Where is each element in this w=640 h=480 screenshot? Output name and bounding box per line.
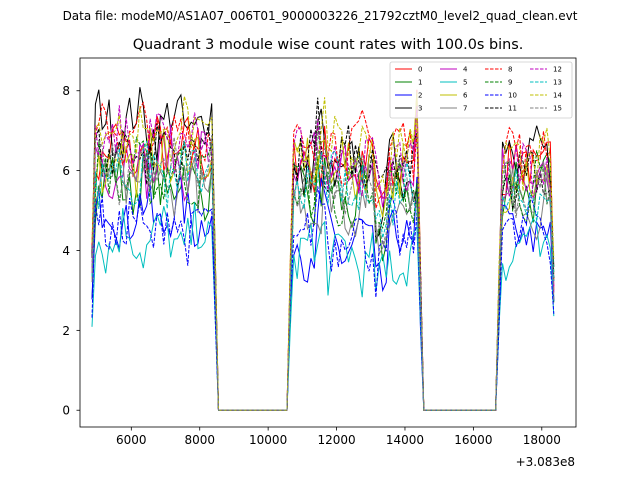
series-line-5 <box>91 201 555 411</box>
y-tick-label: 8 <box>62 84 70 98</box>
x-tick-label: 18000 <box>523 433 561 447</box>
series-lines <box>91 87 555 411</box>
legend-label-8: 8 <box>508 66 512 74</box>
legend-label-4: 4 <box>463 66 468 74</box>
series-line-2 <box>91 176 555 411</box>
legend-label-2: 2 <box>418 92 422 100</box>
x-tick-label: 12000 <box>317 433 355 447</box>
plot-area: 6000 8000 10000 12000 14000 16000 18000 0 2 4 6 8 0 1… <box>62 57 577 447</box>
legend-label-1: 1 <box>418 79 422 87</box>
legend-label-7: 7 <box>463 105 467 113</box>
series-line-4 <box>91 98 555 411</box>
series-line-10 <box>91 186 555 411</box>
y-tick-label: 6 <box>62 164 70 178</box>
x-tick-label: 14000 <box>386 433 424 447</box>
y-tick-label: 2 <box>62 324 70 338</box>
legend-label-14: 14 <box>553 92 562 100</box>
legend-label-0: 0 <box>418 66 422 74</box>
legend-label-13: 13 <box>553 79 562 87</box>
series-line-14 <box>91 96 555 411</box>
plot-frame <box>79 57 577 428</box>
series-line-9 <box>91 120 555 411</box>
x-tick-label: 8000 <box>184 433 215 447</box>
legend-label-9: 9 <box>508 79 512 87</box>
x-tick-label: 6000 <box>116 433 147 447</box>
legend-label-5: 5 <box>463 79 467 87</box>
chart-suptitle: Data file: modeM0/AS1A07_006T01_90000032… <box>63 9 578 23</box>
y-tick-label: 4 <box>62 244 70 258</box>
legend-label-12: 12 <box>553 66 562 74</box>
x-tick-label: 10000 <box>249 433 287 447</box>
series-line-13 <box>91 140 555 411</box>
legend-label-11: 11 <box>508 105 517 113</box>
series-line-15 <box>91 135 555 411</box>
legend-label-3: 3 <box>418 105 422 113</box>
x-tick-label: 16000 <box>454 433 492 447</box>
legend-label-15: 15 <box>553 105 562 113</box>
legend-label-6: 6 <box>463 92 468 100</box>
y-tick-label: 0 <box>62 404 70 418</box>
legend-label-10: 10 <box>508 92 517 100</box>
chart-title: Quadrant 3 module wise count rates with … <box>133 37 524 53</box>
legend-box <box>389 61 573 119</box>
x-offset-label: +3.083e8 <box>516 455 575 469</box>
